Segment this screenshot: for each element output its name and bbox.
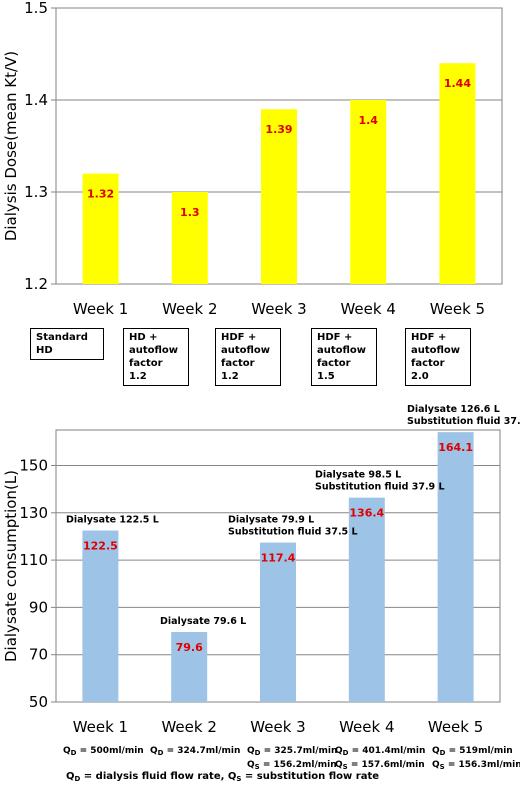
condition-line: HD +: [129, 332, 158, 343]
y-tick-label: 90: [29, 598, 48, 616]
x-tick-label: Week 2: [161, 718, 216, 736]
y-tick-label: 70: [29, 646, 48, 664]
flow-rate: QD = 401.4ml/min QS = 157.6ml/min: [335, 745, 425, 773]
condition-line: factor 1.2: [221, 358, 255, 382]
bar-annotation: Substitution fluid 37.5 L: [228, 527, 358, 538]
condition-line: factor 1.2: [129, 358, 163, 382]
condition-box: HDF + autoflow factor 1.2: [215, 328, 281, 386]
condition-line: factor 1.5: [317, 358, 351, 382]
bar: [261, 109, 297, 284]
bar-annotation: Dialysate 98.5 L: [315, 470, 401, 481]
y-axis-label: Dialysis Dose(mean Kt/V): [2, 51, 20, 241]
y-tick-label: 1.5: [24, 0, 48, 17]
condition-box: HD + autoflow factor 1.2: [123, 328, 189, 386]
condition-box: Standard HD: [30, 328, 104, 360]
y-tick-label: 1.4: [24, 91, 48, 109]
bar: [171, 631, 208, 702]
flow-qd: QD = 401.4ml/min: [335, 746, 426, 757]
x-tick-label: Week 3: [251, 300, 306, 318]
data-label: 1.39: [265, 123, 292, 136]
y-axis-label: Dialysate consumption(L): [2, 470, 20, 662]
bar: [82, 173, 119, 284]
flow-legend: QD = dialysis fluid flow rate, QS = subs…: [66, 771, 380, 783]
y-tick-label: 110: [19, 551, 48, 569]
bar: [260, 542, 296, 702]
x-tick-label: Week 5: [428, 718, 483, 736]
data-label: 1.4: [358, 114, 378, 127]
y-tick-label: 130: [19, 504, 48, 522]
y-tick-label: 150: [19, 456, 48, 474]
x-tick-label: Week 3: [250, 718, 305, 736]
bar: [348, 497, 385, 702]
flow-qs: QS = 156.2ml/min: [247, 760, 337, 771]
condition-line: factor 2.0: [411, 358, 445, 382]
bar-annotation: Dialysate 79.9 L: [228, 515, 314, 526]
condition-box: HDF + autoflow factor 2.0: [405, 328, 471, 386]
bar: [437, 432, 474, 702]
bar-annotation: Substitution fluid 37.5 L: [407, 416, 520, 427]
flow-qd: QD = 519ml/min: [432, 746, 513, 757]
flow-rate: QD = 325.7ml/min QS = 156.2ml/min: [247, 745, 337, 773]
x-tick-label: Week 1: [73, 718, 128, 736]
bar-annotation: Dialysate 126.6 L: [407, 404, 500, 415]
x-tick-label: Week 4: [340, 300, 395, 318]
bar-annotation: Dialysate 79.6 L: [160, 616, 246, 627]
data-label: 164.1: [438, 441, 473, 454]
condition-line: HDF +: [411, 332, 447, 343]
condition-line: autoflow: [221, 345, 271, 356]
flow-rate: QD = 500ml/min: [63, 745, 144, 759]
bar-annotation: Dialysate 122.5 L: [66, 515, 159, 526]
condition-box: HDF + autoflow factor 1.5: [311, 328, 377, 386]
flow-qs: QS = 157.6ml/min: [335, 760, 425, 771]
x-tick-label: Week 1: [73, 300, 128, 318]
flow-qd: QD = 324.7ml/min: [150, 746, 241, 757]
data-label: 122.5: [83, 540, 118, 553]
condition-line: autoflow: [317, 345, 367, 356]
x-tick-label: Week 5: [430, 300, 485, 318]
flow-rate: QD = 324.7ml/min: [150, 745, 240, 759]
x-tick-label: Week 4: [339, 718, 394, 736]
y-tick-label: 50: [29, 693, 48, 711]
data-label: 1.3: [180, 206, 200, 219]
data-label: 1.44: [444, 77, 471, 90]
y-tick-label: 1.3: [24, 183, 48, 201]
condition-line: HDF +: [317, 332, 353, 343]
data-label: 79.6: [176, 641, 203, 654]
flow-qs: QS = 156.3ml/min: [432, 760, 520, 771]
condition-line: HDF +: [221, 332, 257, 343]
bar: [82, 530, 119, 702]
bar: [171, 192, 208, 284]
bar: [439, 63, 476, 285]
flow-qd: QD = 500ml/min: [63, 746, 144, 757]
bar-annotation: Substitution fluid 37.9 L: [315, 482, 445, 493]
data-label: 117.4: [261, 552, 296, 565]
flow-rate: QD = 519ml/min QS = 156.3ml/min: [432, 745, 520, 773]
x-tick-label: Week 2: [162, 300, 217, 318]
data-label: 136.4: [349, 507, 384, 520]
condition-line: autoflow: [129, 345, 179, 356]
y-tick-label: 1.2: [24, 275, 48, 293]
bar: [350, 100, 387, 284]
data-label: 1.32: [87, 188, 114, 201]
condition-line: Standard HD: [36, 332, 88, 356]
condition-line: autoflow: [411, 345, 461, 356]
flow-qd: QD = 325.7ml/min: [247, 746, 338, 757]
